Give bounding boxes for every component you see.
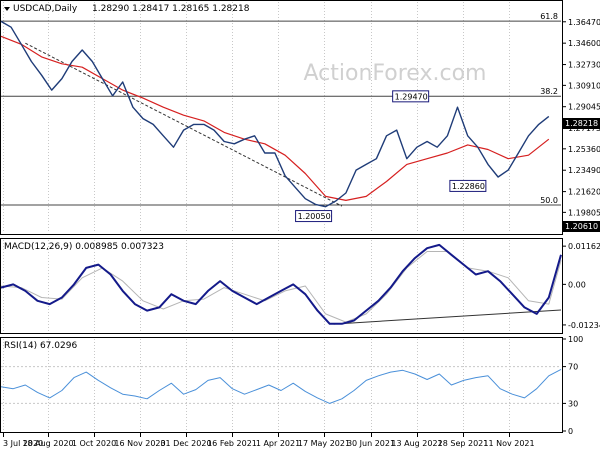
price-annotation-label: 1.29470 [395, 92, 428, 101]
x-tick-label: 1 Apr 2021 [256, 439, 300, 448]
macd-title: MACD(12,26,9) 0.008985 0.007323 [4, 242, 164, 252]
ohlc-values: 1.28290 1.28417 1.28165 1.28218 [92, 4, 250, 14]
symbol-label: USDCAD,Daily [13, 4, 78, 14]
macd-trendline-group [333, 309, 562, 325]
rsi-level-lines [1, 366, 561, 404]
rsi-y-axis: 100 70 30 0 [562, 335, 583, 436]
x-tick-label: 16 Nov 2020 [114, 439, 165, 448]
price-trendline-group [25, 42, 343, 207]
y-tick-label: 1.30910 [568, 81, 600, 90]
x-tick-label: 11 Nov 2021 [483, 439, 534, 448]
macd-line [0, 243, 562, 325]
watermark: ActionForex.com [304, 61, 487, 86]
x-tick-label: 13 Aug 2021 [391, 439, 442, 448]
price-annotation-box [295, 210, 333, 223]
y-tick-label: 1.21620 [568, 188, 600, 197]
x-tick-label: 3 Jul 2020 [3, 439, 43, 448]
y-tick-label: 1.23490 [568, 166, 600, 175]
chart-header: USDCAD,Daily 1.28290 1.28417 1.28165 1.2… [4, 4, 250, 14]
price-annotations: 1.29470 1.22860 1.20050 [295, 90, 487, 223]
x-tick-label: 28 Sep 2021 [438, 439, 489, 448]
y-tick-label: 70 [568, 363, 578, 372]
y-tick-label: 1.36470 [568, 18, 600, 27]
y-tick-label: 0.011629 [568, 242, 600, 251]
price-panel [0, 0, 563, 235]
price-series-group [0, 20, 550, 208]
price-y-axis: 1.364701.346001.327301.309101.290451.271… [562, 18, 600, 217]
macd-signal-line [0, 251, 562, 323]
price-trendline [25, 42, 343, 207]
y-tick-label: 0 [568, 427, 573, 436]
x-tick-label: 31 Dec 2020 [160, 439, 211, 448]
fib-label: 38.2 [540, 87, 558, 96]
sma-line [0, 35, 550, 201]
price-annotation-box [392, 90, 430, 103]
macd-y-axis: 0.011629 0.00 -0.012348 [562, 242, 600, 330]
x-tick-label: 18 Aug 2020 [22, 439, 73, 448]
macd-series-group [0, 243, 562, 325]
rsi-panel [0, 337, 563, 433]
price-annotation-label: 1.20050 [298, 212, 331, 221]
x-tick-label: 16 Feb 2021 [207, 439, 257, 448]
x-tick-label: 1 Oct 2020 [72, 439, 116, 448]
x-tick-label: 30 Jun 2021 [347, 439, 395, 448]
rsi-line [0, 368, 562, 404]
y-tick-label: 1.29045 [568, 103, 600, 112]
rsi-vertical-grid [3, 339, 510, 431]
current-price-tag-box [563, 118, 600, 129]
y-tick-label: 1.25360 [568, 145, 600, 154]
y-tick-label: 1.34600 [568, 39, 600, 48]
price-annotation-box [449, 179, 487, 192]
macd-trendline [333, 309, 562, 325]
y-tick-label: 1.19805 [568, 208, 600, 217]
x-tick-label: 17 May 2021 [298, 439, 350, 448]
support-tag: 1.20610 [565, 222, 598, 231]
y-tick-label: 30 [568, 399, 578, 408]
y-tick-label: 0.00 [568, 280, 586, 289]
rsi-series-group [0, 368, 562, 404]
fib-label: 50.0 [540, 196, 558, 205]
y-tick-label: -0.012348 [568, 321, 600, 330]
fibonacci-levels: 61.8 38.2 50.0 [1, 12, 561, 206]
support-tag-box [563, 221, 600, 232]
dropdown-triangle-icon[interactable] [4, 7, 10, 11]
macd-panel [0, 238, 563, 334]
current-price-tag: 1.28218 [565, 119, 598, 128]
y-tick-label: 1.32730 [568, 61, 600, 70]
price-line [0, 20, 550, 208]
price-axis-tags: 1.28218 1.20610 [563, 118, 600, 232]
y-tick-label: 100 [568, 335, 583, 344]
fib-label: 61.8 [540, 12, 558, 21]
rsi-title: RSI(14) 67.0296 [4, 341, 77, 351]
price-annotation-label: 1.22860 [452, 182, 485, 191]
